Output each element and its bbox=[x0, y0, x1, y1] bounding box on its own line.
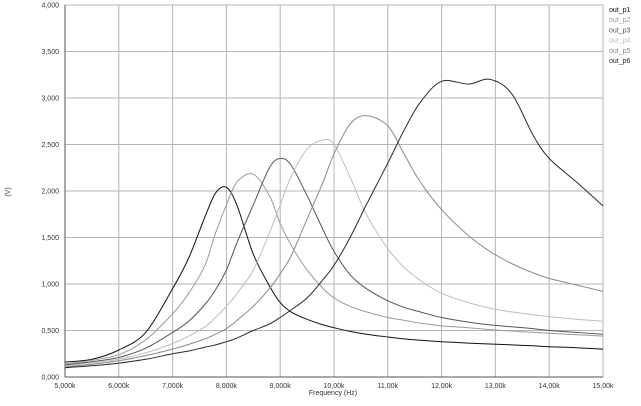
x-tick-label: 13,00k bbox=[485, 383, 507, 390]
x-tick-label: 14,00k bbox=[539, 383, 561, 390]
series-line-out_p6 bbox=[64, 78, 604, 369]
y-tick-label: 4,000 bbox=[41, 3, 59, 10]
x-tick-label: 6,000k bbox=[108, 383, 130, 390]
y-tick-label: 2,000 bbox=[41, 189, 59, 196]
x-tick-label: 11,00k bbox=[378, 383, 399, 390]
x-tick-label: 5,000k bbox=[54, 383, 76, 390]
y-tick-label: 2,500 bbox=[41, 142, 59, 149]
x-tick-label: 12,00k bbox=[431, 383, 453, 390]
x-tick-label: 7,000k bbox=[162, 383, 184, 390]
x-tick-label: 8,000k bbox=[216, 383, 238, 390]
x-tick-label: 9,000k bbox=[270, 383, 292, 390]
legend-entry-out_p6: out_p6 bbox=[609, 58, 631, 65]
series-line-out_p3 bbox=[64, 157, 604, 366]
series-lines bbox=[64, 78, 604, 369]
legend-entry-out_p5: out_p5 bbox=[609, 48, 631, 55]
legend-entry-out_p4: out_p4 bbox=[609, 38, 631, 45]
legend-entry-out_p1: out_p1 bbox=[609, 7, 631, 14]
x-tick-label: 10,00k bbox=[323, 383, 345, 390]
series-line-out_p5 bbox=[64, 115, 604, 368]
legend: out_p1 out_p2 out_p3 out_p4 out_p5 out_p6 bbox=[609, 7, 631, 65]
x-tick-label: 15,00k bbox=[592, 383, 614, 390]
series-line-out_p1 bbox=[64, 186, 604, 363]
axes: 5,000k 6,000k 7,000k 8,000k 9,000k 10,00k 11,0… bbox=[41, 3, 614, 391]
y-tick-label: 0,500 bbox=[41, 328, 59, 335]
series-line-out_p4 bbox=[64, 138, 604, 367]
legend-entry-out_p2: out_p2 bbox=[609, 17, 631, 24]
legend-entry-out_p3: out_p3 bbox=[609, 27, 631, 34]
y-tick-label: 3,500 bbox=[41, 49, 59, 56]
y-tick-label: 0,000 bbox=[41, 375, 59, 382]
y-tick-label: 3,000 bbox=[41, 96, 59, 103]
series-line-out_p2 bbox=[64, 173, 604, 365]
y-axis-label: (V) bbox=[5, 187, 12, 196]
y-tick-label: 1,000 bbox=[41, 282, 59, 289]
y-tick-label: 1,500 bbox=[41, 235, 59, 242]
x-axis-label: Frequency (Hz) bbox=[309, 390, 357, 397]
